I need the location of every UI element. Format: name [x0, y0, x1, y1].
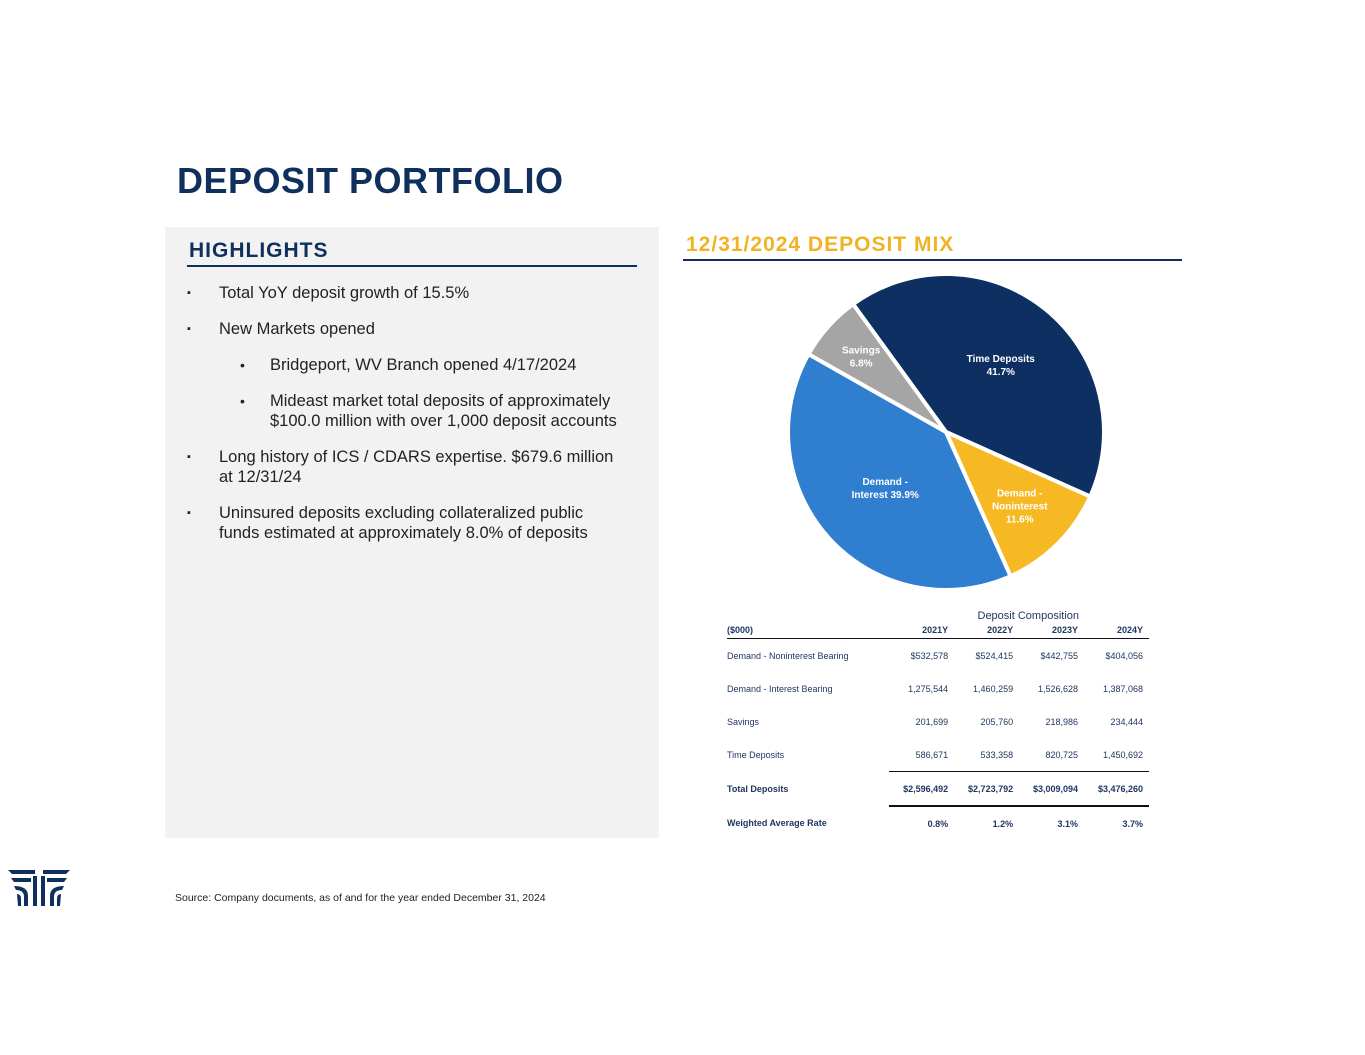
- pie-slice-label: Time Deposits 41.7%: [967, 354, 1036, 378]
- source-note: Source: Company documents, as of and for…: [175, 892, 546, 904]
- table-cell: 234,444: [1110, 716, 1143, 727]
- pie-label-line: Interest 39.9%: [852, 490, 919, 501]
- table-cell: $442,755: [1040, 650, 1079, 661]
- table-cell: 1,450,692: [1084, 738, 1149, 772]
- bullet-icon: ▪: [187, 451, 191, 463]
- row-label: Total Deposits: [727, 783, 789, 794]
- table-cell: 0.8%: [927, 818, 949, 829]
- pie-slice-label: Demand - Noninterest 11.6%: [992, 489, 1048, 526]
- highlight-item: ▪ New Markets opened: [185, 319, 625, 339]
- table-cell: 1,387,068: [1102, 683, 1143, 694]
- table-row: Time Deposits 586,671 533,358 820,725 1,450,…: [727, 738, 1149, 772]
- table-row: Weighted Average Rate 0.8% 1.2% 3.1% 3.7%: [727, 806, 1149, 840]
- highlight-text: Total YoY deposit growth of 15.5%: [219, 284, 470, 302]
- pie-slice: [786, 351, 1014, 592]
- pie-label-line: Savings: [842, 346, 881, 357]
- table-cell: $3,476,260: [1084, 771, 1149, 807]
- deposit-composition-table: Deposit Composition ($000) 2021Y 2022Y 2023…: [727, 610, 1149, 840]
- table-row: Savings 201,699 205,760 218,986 234,444: [727, 705, 1149, 738]
- highlight-item: ▪ Total YoY deposit growth of 15.5%: [185, 283, 625, 303]
- column-header: ($000): [727, 622, 890, 639]
- highlight-text: New Markets opened: [219, 320, 375, 338]
- pie-label-line: Time Deposits: [967, 354, 1036, 365]
- highlights-heading: HIGHLIGHTS: [187, 239, 637, 267]
- highlight-text: Mideast market total deposits of approxi…: [270, 392, 617, 430]
- pie-slice-label: Demand - Interest 39.9%: [852, 477, 919, 501]
- bullet-icon: ▪: [187, 287, 191, 299]
- highlight-item: ▪ Long history of ICS / CDARS expertise. …: [185, 447, 625, 487]
- table-cell: 218,986: [1045, 716, 1079, 727]
- pie-label-line: 11.6%: [1006, 515, 1034, 526]
- table-header-row: ($000) 2021Y 2022Y 2023Y 2024Y: [727, 622, 1149, 639]
- table-cell: 1,275,544: [908, 683, 949, 694]
- table-cell: $524,415: [975, 650, 1014, 661]
- table-cell: $2,596,492: [889, 771, 955, 807]
- row-label: Demand - Interest Bearing: [727, 683, 833, 694]
- table-cell: 533,358: [954, 738, 1020, 772]
- table-caption: Deposit Composition: [977, 610, 1080, 622]
- table-cell: $404,056: [1105, 650, 1143, 661]
- table-row: Demand - Interest Bearing 1,275,544 1,460,…: [727, 672, 1149, 705]
- deposit-mix-heading: 12/31/2024 DEPOSIT MIX: [683, 233, 1182, 261]
- highlights-list: ▪ Total YoY deposit growth of 15.5% ▪ New M…: [185, 283, 625, 559]
- bullet-icon: ▪: [187, 507, 191, 519]
- row-label: Time Deposits: [727, 749, 785, 760]
- pie-slice: [850, 272, 1106, 500]
- table-cell: $2,723,792: [954, 771, 1020, 807]
- highlight-text: Long history of ICS / CDARS expertise. $…: [219, 448, 614, 486]
- column-header: 2021Y: [889, 622, 955, 639]
- highlight-text: Uninsured deposits excluding collaterali…: [219, 504, 588, 542]
- bullet-icon: •: [240, 393, 245, 409]
- table-cell: 1.2%: [992, 818, 1014, 829]
- bullet-icon: •: [240, 357, 245, 373]
- row-label: Savings: [727, 716, 760, 727]
- pie-slice-label: Savings 6.8%: [842, 346, 881, 370]
- column-header: 2024Y: [1084, 622, 1149, 639]
- highlight-text: Bridgeport, WV Branch opened 4/17/2024: [270, 356, 577, 374]
- table-cell: 1,526,628: [1037, 683, 1079, 694]
- pie-slice: [805, 301, 948, 434]
- pie-label-line: Noninterest: [992, 502, 1048, 513]
- table-cell: 3.1%: [1057, 818, 1079, 829]
- table-cell: 1,460,259: [973, 683, 1014, 694]
- page-title: DEPOSIT PORTFOLIO: [177, 160, 564, 201]
- table-cell: 201,699: [915, 716, 949, 727]
- company-logo: [8, 870, 70, 906]
- table-cell: 820,725: [1019, 738, 1085, 772]
- column-header: 2022Y: [954, 622, 1020, 639]
- pie-label-line: Demand -: [862, 477, 908, 488]
- table-row: Demand - Noninterest Bearing $532,578 $524…: [727, 639, 1149, 673]
- deposit-mix-pie-chart: Time Deposits 41.7% Demand - Noninterest 11.…: [786, 272, 1106, 592]
- row-label: Weighted Average Rate: [727, 818, 827, 828]
- table-cell: 586,671: [889, 738, 955, 772]
- row-label: Demand - Noninterest Bearing: [727, 650, 849, 661]
- table-cell: $532,578: [910, 650, 949, 661]
- highlight-item: ▪ Uninsured deposits excluding collateral…: [185, 503, 625, 543]
- table-cell: $3,009,094: [1019, 771, 1085, 807]
- pie-slice: [942, 428, 1093, 579]
- table-cell: 205,760: [980, 716, 1014, 727]
- pie-label-line: 41.7%: [987, 367, 1015, 378]
- table-row: Total Deposits $2,596,492 $2,723,792 $3,009…: [727, 771, 1149, 807]
- highlight-item: • Bridgeport, WV Branch opened 4/17/2024: [185, 355, 625, 375]
- table-cell: 3.7%: [1122, 818, 1143, 829]
- pie-label-line: 6.8%: [850, 359, 873, 370]
- bullet-icon: ▪: [187, 323, 191, 335]
- column-header: 2023Y: [1019, 622, 1085, 639]
- pie-label-line: Demand -: [997, 489, 1043, 500]
- highlight-item: • Mideast market total deposits of approx…: [185, 391, 625, 431]
- highlights-panel: HIGHLIGHTS ▪ Total YoY deposit growth of …: [165, 227, 659, 838]
